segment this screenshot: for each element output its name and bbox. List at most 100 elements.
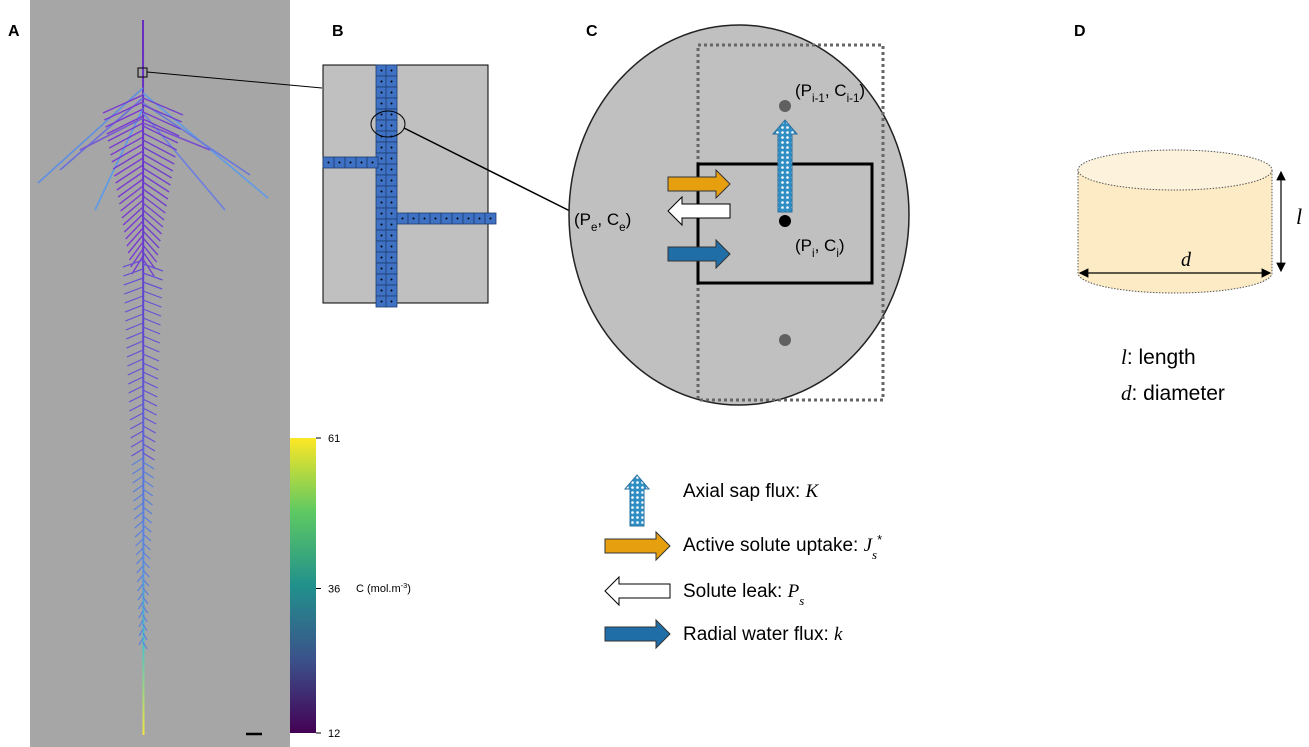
- lateral-root: [142, 237, 159, 256]
- lateral-root: [142, 326, 161, 335]
- lateral-root: [142, 344, 160, 353]
- root-system: [37, 19, 269, 736]
- label: (Pi-1, Ci-1): [795, 81, 865, 105]
- lateral-root: [142, 407, 157, 416]
- lateral-root: [142, 470, 155, 479]
- lateral-root: [142, 102, 251, 176]
- lateral-root: [142, 160, 173, 179]
- cell-node: [380, 234, 383, 237]
- cell-node: [390, 91, 393, 94]
- node-next: [779, 334, 791, 346]
- lateral-root: [110, 136, 144, 156]
- lateral-root: [125, 322, 144, 331]
- text-segment: Solute leak:: [683, 581, 788, 602]
- text-segment: i: [812, 248, 815, 260]
- cell-node: [390, 80, 393, 83]
- text-segment: ): [859, 81, 865, 100]
- lateral-root: [142, 139, 176, 158]
- text-segment: i-1: [847, 93, 860, 105]
- lateral-root: [129, 403, 144, 412]
- cell-node: [390, 212, 393, 215]
- lateral-root: [138, 610, 144, 619]
- lateral-root: [121, 199, 144, 219]
- flux-arrow: [667, 168, 731, 200]
- cell-node: [360, 161, 363, 164]
- lateral-root: [142, 104, 183, 123]
- cell-node: [380, 124, 383, 127]
- text-segment: k: [834, 624, 843, 645]
- text-segment: -3: [401, 581, 408, 590]
- lateral-root: [142, 122, 211, 151]
- lateral-root: [142, 230, 160, 249]
- cell-node: [423, 217, 426, 220]
- cell-node: [401, 217, 404, 220]
- lateral-root: [135, 547, 144, 556]
- lateral-root: [142, 125, 179, 144]
- cell-node: [390, 267, 393, 270]
- lateral-root: [142, 299, 162, 308]
- cell-node: [467, 217, 470, 220]
- cell-node: [390, 102, 393, 105]
- cell-node: [380, 190, 383, 193]
- lateral-root: [142, 488, 154, 497]
- lateral-root: [142, 632, 148, 641]
- lateral-root: [115, 164, 144, 184]
- lateral-root: [142, 425, 156, 434]
- label: Solute leak: Ps: [683, 581, 804, 608]
- lateral-root: [142, 111, 181, 130]
- panel-a-background: [30, 0, 290, 747]
- cell-node: [434, 217, 437, 220]
- cylinder-top: [1077, 149, 1273, 191]
- cell-node: [380, 289, 383, 292]
- lateral-root: [102, 94, 144, 114]
- text-segment: J: [864, 535, 874, 556]
- cell-node: [445, 217, 448, 220]
- text-segment: (P: [795, 236, 812, 255]
- cell-node: [380, 212, 383, 215]
- text-segment: e: [619, 222, 625, 234]
- cell-node: [390, 234, 393, 237]
- lateral-root: [128, 385, 144, 394]
- lateral-root: [142, 596, 149, 605]
- flux-arrows: [604, 119, 799, 650]
- lateral-root: [142, 506, 153, 515]
- label: C (mol.m-3): [356, 581, 411, 596]
- lateral-root: [137, 601, 144, 610]
- lateral-root: [123, 213, 144, 233]
- cell-node: [390, 168, 393, 171]
- lateral-root: [142, 569, 150, 578]
- lateral-root: [142, 223, 161, 242]
- lateral-root: [128, 376, 144, 385]
- lateral-root: [123, 268, 144, 277]
- lateral-root: [133, 502, 144, 511]
- lateral-root: [130, 430, 144, 439]
- cell-node: [380, 157, 383, 160]
- lateral-root: [142, 258, 155, 277]
- lateral-root: [129, 412, 144, 421]
- lateral-root: [142, 398, 158, 407]
- text-segment: : length: [1127, 346, 1196, 369]
- lateral-root: [142, 515, 153, 524]
- lateral-root: [142, 641, 148, 650]
- cell-node: [390, 146, 393, 149]
- cell-node: [380, 69, 383, 72]
- lateral-root: [136, 574, 144, 583]
- panel-label: D: [1074, 23, 1086, 40]
- node-prev: [779, 100, 791, 112]
- zoom-line: [403, 127, 573, 213]
- text-segment: l: [1121, 345, 1127, 369]
- lateral-root: [131, 466, 144, 475]
- lateral-root: [142, 195, 166, 214]
- cell-node: [489, 217, 492, 220]
- cell-node: [327, 161, 330, 164]
- lateral-root: [142, 371, 159, 380]
- lateral-root: [111, 143, 144, 163]
- lateral-root: [142, 153, 174, 172]
- lateral-root: [135, 538, 144, 547]
- flux-arrow: [604, 575, 671, 607]
- lateral-root: [142, 443, 156, 452]
- text-segment: , C: [815, 236, 837, 255]
- label: d: diameter: [1121, 381, 1225, 405]
- label: l: length: [1121, 345, 1196, 369]
- text-segment: Axial sap flux:: [683, 481, 806, 502]
